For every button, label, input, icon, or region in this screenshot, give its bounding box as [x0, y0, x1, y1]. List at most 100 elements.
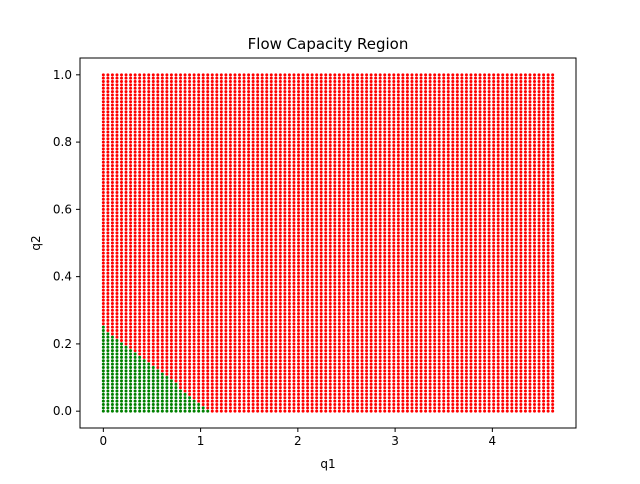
infeasible-point	[151, 339, 155, 343]
infeasible-point	[165, 143, 169, 147]
infeasible-point	[133, 349, 137, 353]
infeasible-point	[287, 332, 291, 336]
infeasible-point	[301, 214, 305, 218]
infeasible-point	[274, 402, 278, 406]
infeasible-point	[147, 93, 151, 97]
infeasible-point	[333, 147, 337, 151]
infeasible-point	[174, 177, 178, 181]
infeasible-point	[219, 201, 223, 205]
infeasible-point	[133, 305, 137, 309]
infeasible-point	[215, 207, 219, 211]
infeasible-point	[206, 302, 210, 306]
infeasible-point	[283, 315, 287, 319]
infeasible-point	[324, 271, 328, 275]
infeasible-point	[110, 315, 114, 319]
infeasible-point	[197, 224, 201, 228]
infeasible-point	[324, 285, 328, 289]
infeasible-point	[133, 214, 137, 218]
infeasible-point	[297, 295, 300, 299]
infeasible-point	[292, 386, 296, 390]
infeasible-point	[219, 160, 223, 164]
infeasible-point	[133, 194, 137, 198]
infeasible-point	[238, 409, 241, 413]
infeasible-point	[201, 402, 205, 406]
infeasible-point	[183, 117, 187, 121]
infeasible-point	[188, 308, 192, 312]
infeasible-point	[287, 201, 291, 205]
infeasible-point	[324, 278, 328, 282]
infeasible-point	[147, 140, 151, 144]
infeasible-point	[319, 382, 323, 386]
infeasible-point	[247, 103, 251, 107]
infeasible-point	[179, 80, 182, 84]
infeasible-point	[310, 177, 314, 181]
infeasible-point	[315, 285, 319, 289]
infeasible-point	[179, 288, 182, 292]
infeasible-point	[160, 295, 164, 299]
infeasible-point	[328, 308, 332, 312]
infeasible-point	[260, 147, 264, 151]
infeasible-point	[124, 100, 128, 104]
infeasible-point	[106, 160, 110, 164]
infeasible-point	[251, 332, 255, 336]
infeasible-point	[201, 241, 205, 245]
infeasible-point	[301, 201, 305, 205]
infeasible-point	[238, 201, 241, 205]
infeasible-point	[301, 332, 305, 336]
infeasible-point	[206, 386, 210, 390]
infeasible-point	[274, 234, 278, 238]
infeasible-point	[274, 197, 278, 201]
infeasible-point	[283, 106, 287, 110]
infeasible-point	[129, 312, 133, 316]
infeasible-point	[247, 123, 251, 127]
infeasible-point	[315, 298, 319, 302]
infeasible-point	[265, 285, 269, 289]
infeasible-point	[101, 288, 105, 292]
infeasible-point	[269, 261, 273, 265]
infeasible-point	[110, 318, 114, 322]
infeasible-point	[324, 342, 328, 346]
infeasible-point	[283, 308, 287, 312]
infeasible-point	[215, 211, 219, 215]
infeasible-point	[333, 285, 337, 289]
infeasible-point	[110, 86, 114, 90]
infeasible-point	[297, 164, 300, 168]
infeasible-point	[147, 328, 151, 332]
infeasible-point	[224, 160, 228, 164]
infeasible-point	[101, 211, 105, 215]
infeasible-point	[301, 170, 305, 174]
infeasible-point	[283, 93, 287, 97]
infeasible-point	[242, 369, 246, 373]
infeasible-point	[192, 130, 196, 134]
infeasible-point	[306, 157, 310, 161]
infeasible-point	[228, 386, 232, 390]
infeasible-point	[247, 332, 251, 336]
infeasible-point	[165, 133, 169, 137]
infeasible-point	[138, 335, 142, 339]
infeasible-point	[278, 291, 282, 295]
infeasible-point	[337, 221, 341, 225]
infeasible-point	[197, 345, 201, 349]
infeasible-point	[165, 80, 169, 84]
infeasible-point	[306, 322, 310, 326]
infeasible-point	[174, 154, 178, 158]
infeasible-point	[219, 207, 223, 211]
infeasible-point	[129, 288, 133, 292]
infeasible-point	[238, 369, 241, 373]
infeasible-point	[328, 254, 332, 258]
infeasible-point	[224, 110, 228, 114]
infeasible-point	[247, 231, 251, 235]
infeasible-point	[292, 93, 296, 97]
infeasible-point	[129, 335, 133, 339]
infeasible-point	[179, 177, 182, 181]
infeasible-point	[278, 174, 282, 178]
infeasible-point	[101, 194, 105, 198]
infeasible-point	[269, 345, 273, 349]
infeasible-point	[169, 123, 173, 127]
infeasible-point	[301, 396, 305, 400]
infeasible-point	[183, 228, 187, 232]
infeasible-point	[260, 117, 264, 121]
infeasible-point	[283, 285, 287, 289]
infeasible-point	[324, 406, 328, 410]
infeasible-point	[201, 187, 205, 191]
